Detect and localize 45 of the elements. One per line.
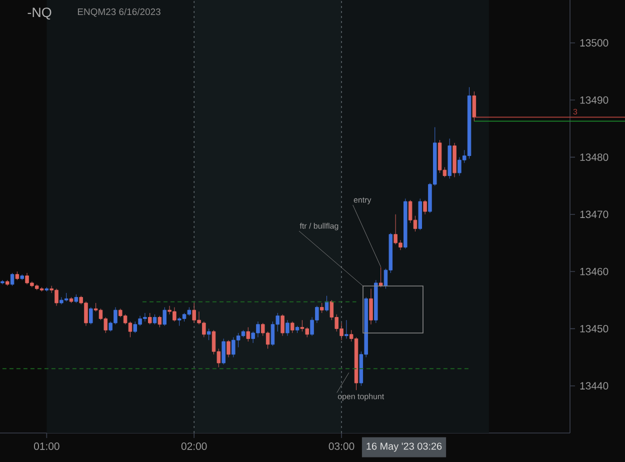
y-tick-label: 13440 bbox=[580, 382, 608, 390]
candlestick bbox=[423, 200, 427, 215]
candlestick bbox=[344, 320, 348, 339]
candlestick bbox=[280, 314, 284, 336]
candlestick bbox=[206, 328, 211, 340]
x-tick-label: 03:00 bbox=[328, 442, 354, 450]
candlestick bbox=[158, 316, 162, 328]
candlestick bbox=[69, 296, 74, 304]
candlestick bbox=[286, 320, 290, 336]
candlestick bbox=[404, 198, 408, 249]
candlestick bbox=[374, 280, 378, 324]
y-tick-label: 13490 bbox=[580, 96, 608, 104]
candlestick bbox=[162, 306, 166, 326]
x-tick-label: 02:00 bbox=[181, 442, 207, 450]
candlestick bbox=[290, 321, 294, 334]
candlestick bbox=[152, 314, 157, 325]
y-tick-label: 13470 bbox=[580, 210, 608, 218]
candlestick bbox=[472, 91, 476, 122]
candlestick bbox=[222, 338, 226, 365]
candlestick bbox=[452, 142, 456, 178]
candlestick bbox=[89, 306, 93, 325]
y-tick-label: 13450 bbox=[580, 324, 608, 332]
text: -NQ bbox=[28, 8, 52, 20]
candlestick bbox=[10, 272, 14, 286]
y-tick-label: 13460 bbox=[580, 268, 608, 276]
candlestick bbox=[418, 198, 422, 230]
candlestick bbox=[295, 326, 300, 334]
candlestick bbox=[20, 274, 24, 280]
candlestick bbox=[148, 312, 152, 325]
candlestick bbox=[448, 138, 452, 179]
candlestick bbox=[324, 296, 329, 312]
candlestick bbox=[246, 327, 250, 342]
candlestick bbox=[44, 286, 49, 292]
y-tick-label: 13500 bbox=[580, 39, 608, 47]
y-tick-label: 13480 bbox=[580, 153, 608, 161]
candlestick bbox=[320, 302, 324, 314]
candlestick bbox=[74, 294, 78, 304]
candlestick bbox=[15, 271, 20, 280]
candlestick bbox=[378, 266, 383, 288]
x-tick-label: 01:00 bbox=[34, 442, 60, 450]
text: 16 May '23 03:26 bbox=[366, 442, 442, 452]
candlestick bbox=[226, 340, 230, 358]
candlestick bbox=[369, 288, 373, 325]
text: ENQM23 6/16/2023 bbox=[78, 8, 160, 17]
candlestick bbox=[6, 280, 10, 286]
